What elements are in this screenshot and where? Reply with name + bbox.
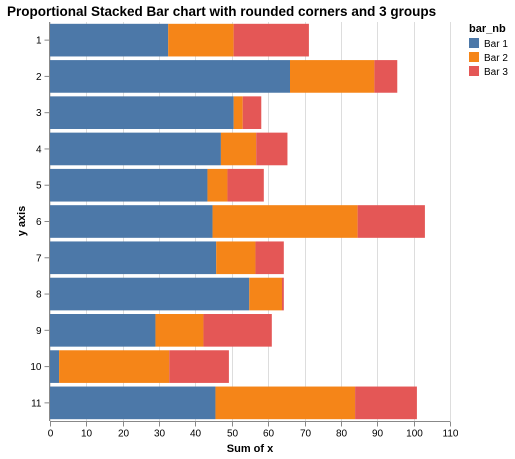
bar-segment-cat-1-series-1 <box>50 23 169 57</box>
x-tick-label: 0 <box>48 429 54 440</box>
bar-segment-cat-10-series-2 <box>59 350 170 383</box>
legend-swatch-1 <box>469 38 479 48</box>
legend-swatch-2 <box>469 52 479 62</box>
bar-segment-cat-2-series-2 <box>290 60 375 93</box>
bar-segment-cat-4-series-1 <box>50 132 221 166</box>
bar-segment-cat-10-series-3 <box>169 350 229 383</box>
bar-segment-cat-4-series-2 <box>220 132 257 166</box>
bar-segment-cat-3-series-2 <box>233 96 243 130</box>
y-tick-label: 7 <box>36 253 42 264</box>
x-tick-label: 110 <box>443 429 459 440</box>
bar-segment-cat-5-series-3 <box>227 168 264 202</box>
y-tick-label: 8 <box>36 290 42 301</box>
x-tick-label: 40 <box>190 429 202 440</box>
x-tick-label: 90 <box>372 429 384 440</box>
x-tick-label: 100 <box>406 429 423 440</box>
bar-segment-cat-5-series-2 <box>207 168 228 202</box>
y-tick-label: 2 <box>36 72 42 83</box>
bar-segment-cat-4-series-3 <box>256 132 288 166</box>
chart-title: Proportional Stacked Bar chart with roun… <box>7 4 436 19</box>
legend: bar_nb Bar 1 Bar 2 Bar 3 <box>469 23 508 78</box>
y-tick-label: 11 <box>31 398 42 409</box>
bar-segment-cat-7-series-1 <box>50 241 217 275</box>
bar-segment-cat-8-series-2 <box>249 277 282 311</box>
x-axis-title: Sum of x <box>227 443 274 455</box>
y-axis-title: y axis <box>16 206 28 237</box>
x-tick-label: 10 <box>81 429 93 440</box>
legend-label-1: Bar 1 <box>484 39 508 50</box>
y-tick-label: 9 <box>36 326 42 337</box>
x-tick-label: 60 <box>263 429 275 440</box>
y-tick-label: 4 <box>36 144 42 155</box>
bar-segment-cat-6-series-1 <box>50 205 213 238</box>
bar-segment-cat-8-series-3 <box>282 277 284 311</box>
bar-segment-cat-5-series-1 <box>50 168 208 202</box>
bar-segment-cat-1-series-2 <box>168 23 234 57</box>
bar-segment-cat-8-series-1 <box>50 277 250 311</box>
x-tick-label: 30 <box>154 429 166 440</box>
bar-segment-cat-1-series-3 <box>233 23 309 57</box>
bar-segment-cat-11-series-3 <box>355 386 417 420</box>
legend-label-3: Bar 3 <box>484 67 508 78</box>
y-tick-label: 5 <box>36 181 42 192</box>
x-tick-label: 50 <box>227 429 239 440</box>
y-tick-label: 10 <box>30 362 42 373</box>
x-tick-label: 70 <box>300 429 312 440</box>
bar-segment-cat-9-series-2 <box>155 314 204 347</box>
bar-segment-cat-6-series-2 <box>212 205 358 238</box>
bar-segment-cat-7-series-3 <box>255 241 284 275</box>
bar-segment-cat-2-series-3 <box>374 60 398 93</box>
y-tick-label: 6 <box>36 217 42 228</box>
x-tick-label: 80 <box>336 429 348 440</box>
bar-segment-cat-11-series-2 <box>215 386 356 420</box>
bar-segment-cat-6-series-3 <box>357 205 425 238</box>
legend-swatch-3 <box>469 66 479 76</box>
y-tick-label: 1 <box>36 36 42 47</box>
legend-title: bar_nb <box>469 23 506 35</box>
bar-segment-cat-11-series-1 <box>50 386 216 420</box>
bar-segment-cat-2-series-1 <box>50 60 290 93</box>
bars-layer <box>50 23 425 420</box>
y-tick-label: 3 <box>36 108 42 119</box>
bar-segment-cat-7-series-2 <box>216 241 256 275</box>
bar-segment-cat-9-series-1 <box>50 314 156 347</box>
bar-segment-cat-9-series-3 <box>203 314 272 347</box>
bar-segment-cat-3-series-1 <box>50 96 234 130</box>
axes-layer: 0 10 20 30 40 50 60 70 80 90 100 110 1 2 3 4 5 6 7 8 9 10 11 <box>30 22 459 440</box>
bar-segment-cat-3-series-3 <box>242 96 262 130</box>
bar-segment-cat-10-series-1 <box>50 350 60 383</box>
legend-label-2: Bar 2 <box>484 53 508 64</box>
x-tick-label: 20 <box>118 429 130 440</box>
